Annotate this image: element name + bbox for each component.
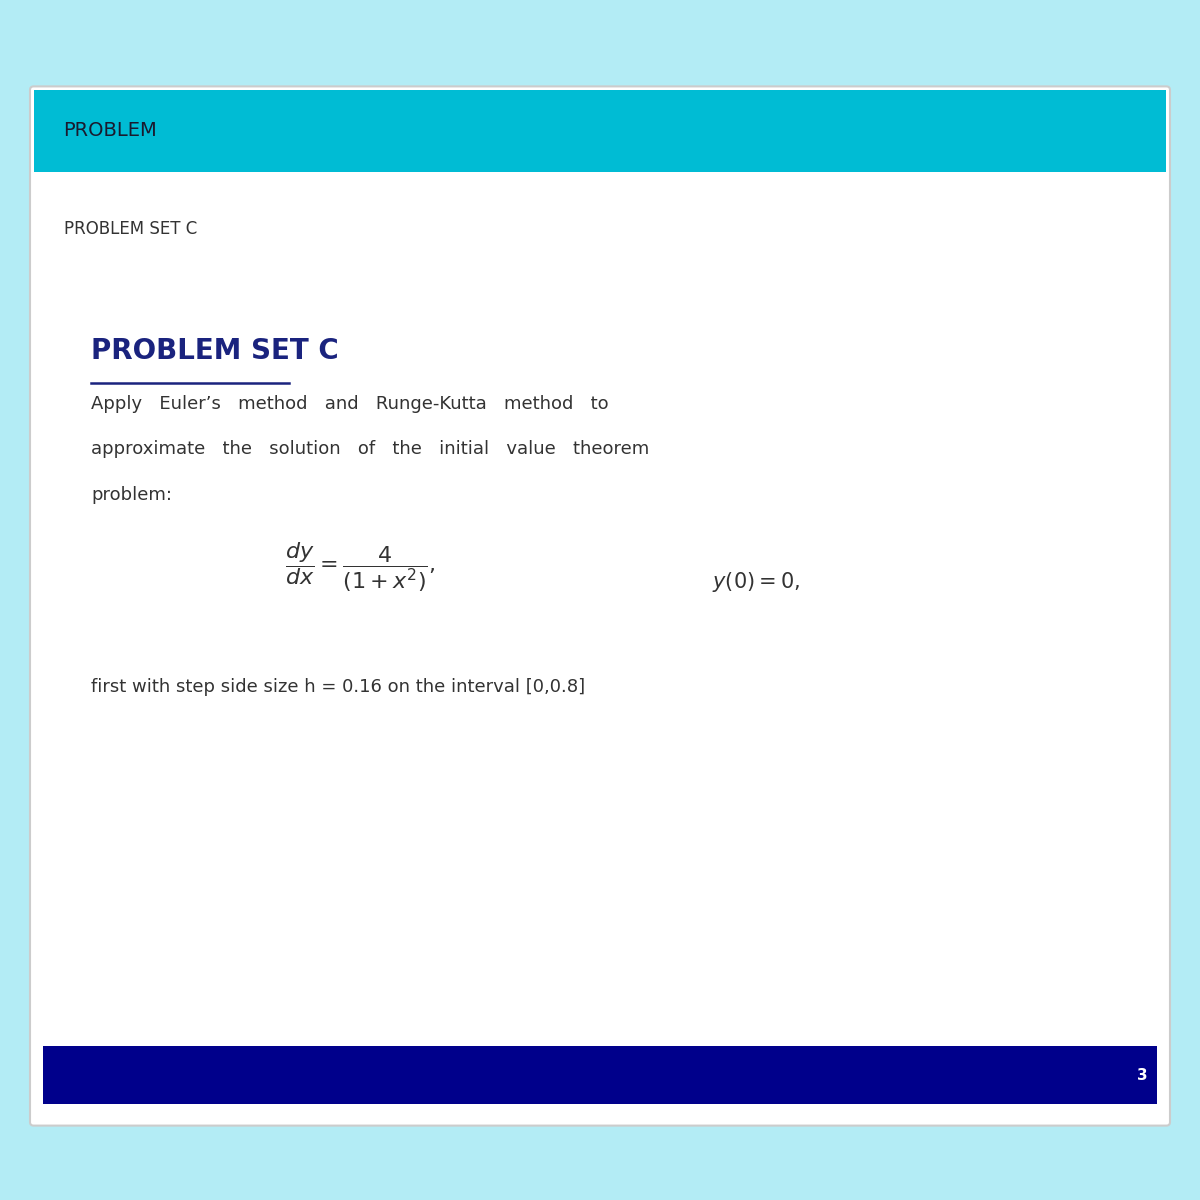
Text: $y(0) = 0,$: $y(0) = 0,$ (712, 570, 800, 594)
Text: problem:: problem: (91, 486, 173, 504)
Text: Apply   Euler’s   method   and   Runge-Kutta   method   to: Apply Euler’s method and Runge-Kutta met… (91, 395, 608, 413)
Bar (43, 1046, 1157, 1104)
Text: 3: 3 (1138, 1068, 1147, 1082)
FancyBboxPatch shape (30, 86, 1170, 1126)
Text: PROBLEM SET C: PROBLEM SET C (64, 221, 197, 238)
Text: approximate   the   solution   of   the   initial   value   theorem: approximate the solution of the initial … (91, 440, 649, 458)
Text: PROBLEM SET C: PROBLEM SET C (91, 337, 338, 365)
Text: first with step side size h = 0.16 on the interval [0,0.8]: first with step side size h = 0.16 on th… (91, 678, 586, 696)
Text: $\dfrac{dy}{dx} = \dfrac{4}{(1+x^2)},$: $\dfrac{dy}{dx} = \dfrac{4}{(1+x^2)},$ (284, 540, 436, 594)
Bar (34, 90, 1166, 172)
Text: PROBLEM: PROBLEM (64, 121, 157, 140)
